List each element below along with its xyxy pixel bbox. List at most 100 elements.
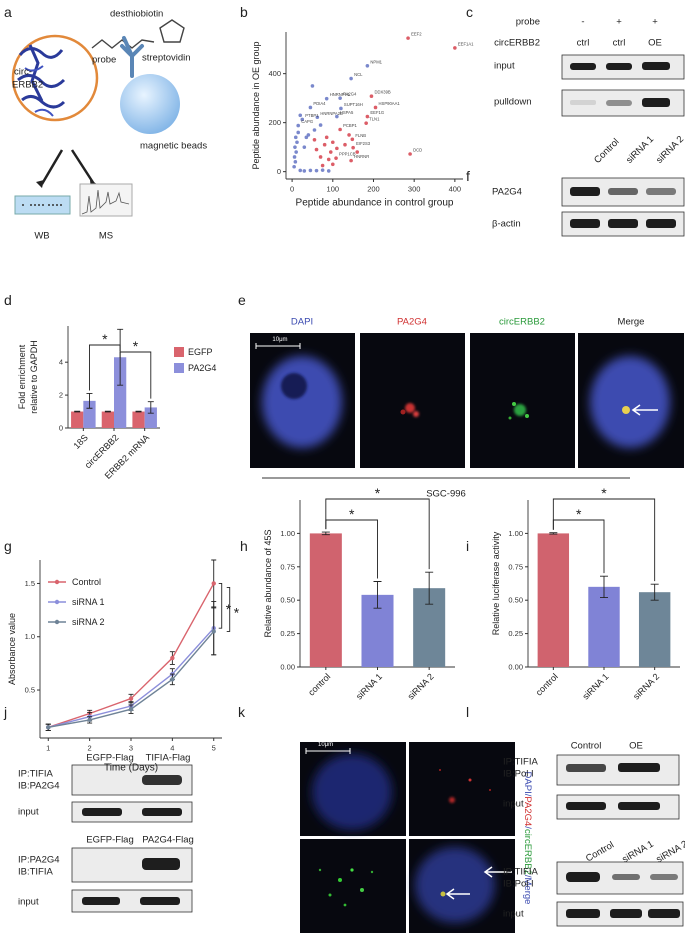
bar (101, 411, 114, 428)
point-label: FLNB (355, 133, 366, 138)
bar (144, 407, 157, 428)
decoration (71, 889, 193, 913)
decoration (71, 801, 193, 823)
error-bar (147, 401, 154, 414)
y-axis-title: Relative luciferase activity (491, 531, 501, 635)
y-tick-label: 0.50 (280, 596, 295, 605)
error-bar (86, 393, 93, 409)
label: / (523, 826, 534, 829)
point (330, 162, 335, 167)
x-tick-label: 300 (408, 185, 421, 194)
point (324, 96, 329, 101)
point (211, 581, 216, 586)
scale-label: 10μm (318, 742, 333, 748)
decoration (120, 36, 144, 78)
decoration (470, 333, 575, 468)
decoration (618, 763, 660, 772)
decoration (312, 754, 392, 830)
point (318, 123, 323, 127)
y-tick-label: 1.5 (25, 579, 35, 588)
decoration (512, 402, 516, 406)
blot (561, 177, 685, 237)
y-tick-label: 0.25 (280, 629, 295, 638)
y-tick-label: 0.75 (508, 562, 523, 571)
decoration (82, 897, 120, 905)
point-label: HNRNR (354, 154, 369, 159)
decoration (608, 219, 638, 228)
bar (638, 592, 671, 667)
decoration (142, 858, 180, 870)
error-bar (425, 571, 434, 605)
lane-label: TIFIA-Flag (146, 753, 191, 764)
lane-label: OE (629, 741, 643, 752)
decoration (489, 789, 491, 791)
lane-label: siRNA 2 (654, 134, 685, 166)
lane-label: PA2G4-Flag (142, 835, 194, 846)
point-label: NPM1 (370, 59, 382, 64)
point-label: PA2G4 (343, 92, 357, 97)
error-bar (104, 410, 111, 413)
blot (561, 54, 685, 117)
panel-letter: l (466, 704, 469, 720)
lane-label: OE (648, 38, 662, 49)
significance-bracket (89, 344, 121, 391)
point-label: HNRNPA2B (320, 111, 343, 116)
point (296, 130, 301, 135)
point (322, 142, 327, 147)
y-axis-title: Fold enrichment (17, 344, 27, 409)
decoration (91, 39, 155, 49)
decoration (409, 742, 515, 836)
point (211, 629, 216, 634)
point (170, 677, 175, 682)
row-label: probe (516, 17, 540, 28)
point (326, 157, 331, 162)
point (324, 135, 329, 140)
legend-swatch (174, 347, 184, 357)
point (306, 133, 311, 137)
blot-label: IP:TIFIA (503, 867, 539, 878)
point (349, 76, 353, 81)
point (365, 114, 370, 119)
point (335, 114, 339, 119)
decoration (646, 188, 676, 195)
significance-bracket (218, 582, 223, 629)
decoration (343, 903, 347, 907)
panel-letter: c (466, 4, 473, 20)
decoration (370, 870, 374, 874)
point (318, 155, 323, 159)
point (293, 160, 298, 164)
point-label: TLN1 (369, 117, 380, 122)
x-axis-title: Peptide abundance in control group (296, 198, 454, 209)
blot (556, 754, 684, 927)
point (46, 725, 51, 730)
panel-letter: j (3, 704, 7, 720)
panel-letter: a (4, 4, 12, 20)
panel-letter: i (466, 538, 469, 554)
point (308, 168, 313, 173)
decoration (631, 404, 658, 416)
blot-label: PA2G4 (492, 187, 522, 198)
blot-label: input (503, 799, 524, 810)
point (128, 696, 134, 701)
label: streptovidin (142, 53, 191, 64)
blot-label: pulldown (494, 97, 532, 108)
point (408, 152, 412, 156)
decoration (350, 868, 354, 872)
y-tick-label: 0 (59, 424, 63, 433)
x-tick-label: 100 (327, 185, 340, 194)
y-tick-label: 4 (59, 358, 63, 367)
y-tick-label: 0.50 (508, 596, 523, 605)
decoration (650, 874, 678, 880)
error-bar (600, 575, 608, 598)
x-tick-label: 4 (170, 744, 174, 753)
bar (588, 586, 620, 667)
blot-label: IB:TIFIA (18, 867, 54, 878)
panel-letter: e (238, 292, 246, 308)
x-tick-label: 0 (290, 185, 294, 194)
point (349, 158, 353, 163)
lane-label: + (652, 17, 658, 28)
point (308, 105, 313, 110)
point (355, 150, 360, 154)
decoration (413, 411, 419, 417)
significance: * (375, 485, 381, 501)
